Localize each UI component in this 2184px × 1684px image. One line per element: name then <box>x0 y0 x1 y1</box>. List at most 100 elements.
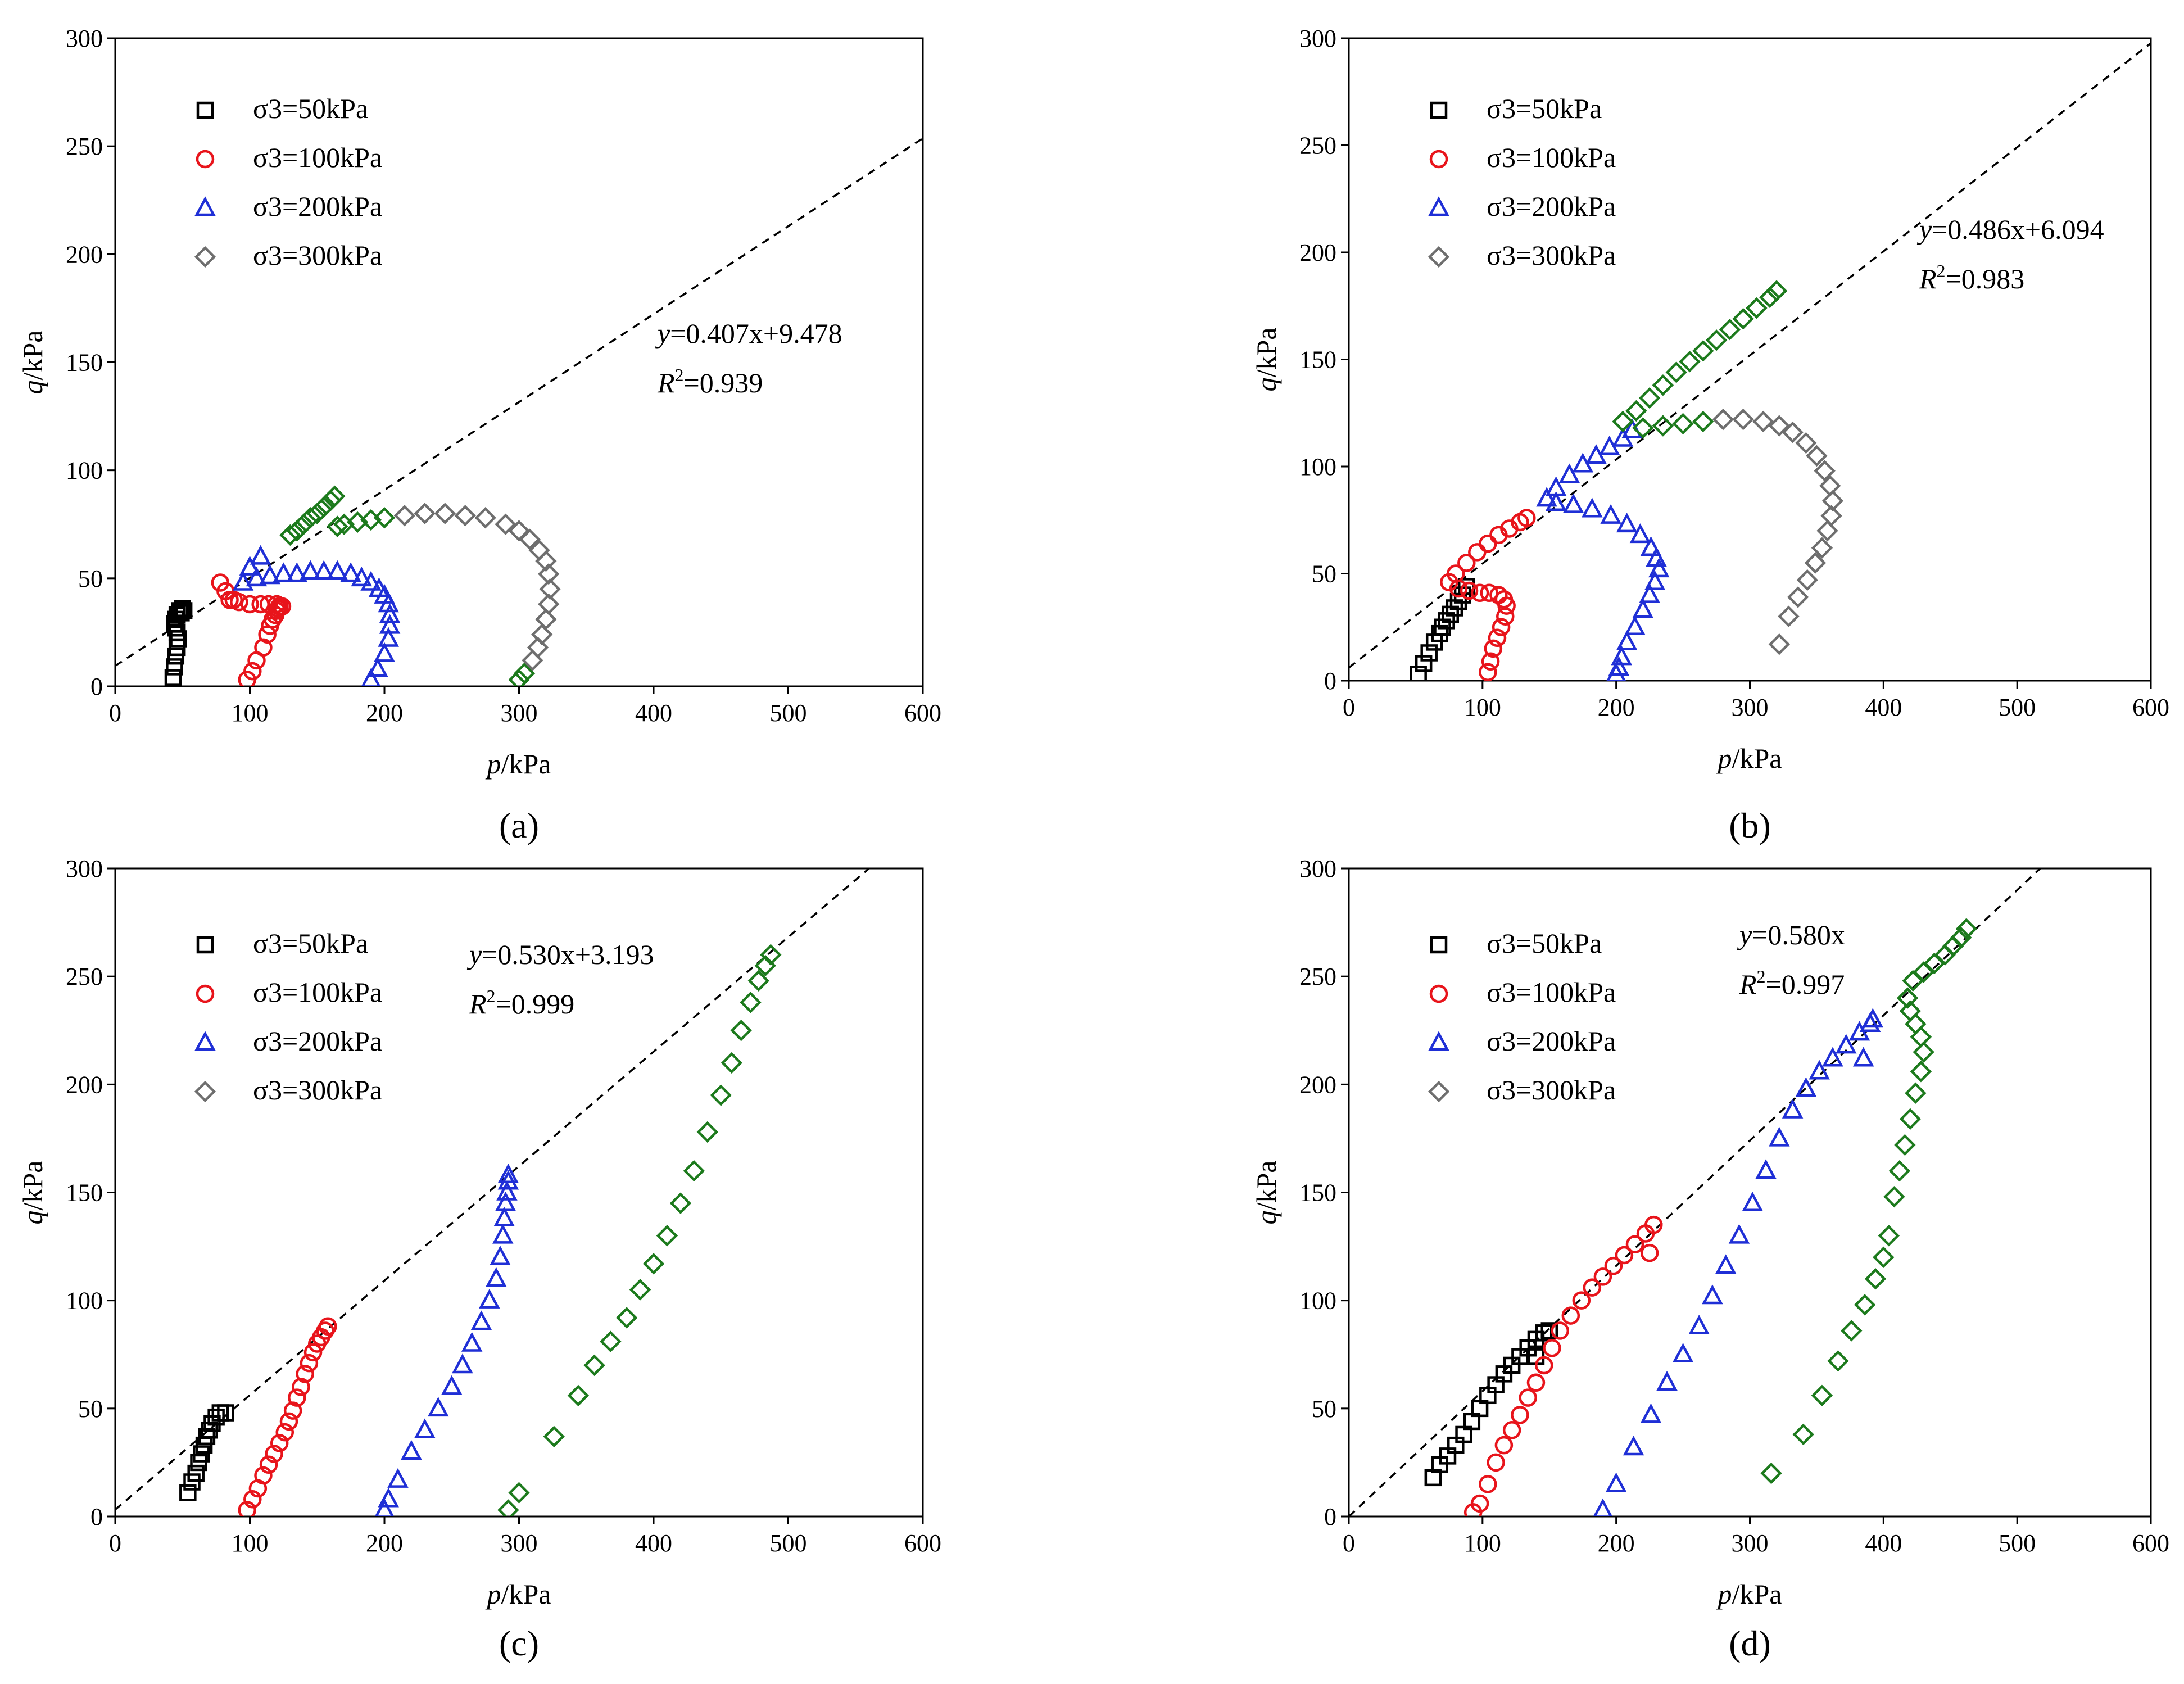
data-point <box>535 608 557 631</box>
series-2 <box>1536 418 1670 681</box>
data-point <box>275 1423 294 1442</box>
x-tick-label: 0 <box>109 1529 121 1557</box>
data-point <box>273 562 294 582</box>
data-point <box>292 1378 310 1396</box>
panel-b: 0 100 200 300 400 500 600 0 50 100 150 200 250 300 p/k… <box>1250 25 2169 845</box>
data-point <box>1494 1436 1514 1455</box>
data-point <box>1600 504 1621 524</box>
data-point <box>434 503 456 524</box>
data-point <box>393 505 416 527</box>
data-point <box>324 485 346 507</box>
legend-label: σ3=200kPa <box>1487 1025 1616 1057</box>
series-3 <box>1760 918 1977 1484</box>
data-point <box>1955 918 1977 940</box>
data-point <box>452 1353 473 1374</box>
legend-marker <box>1429 984 1448 1003</box>
data-point <box>519 528 541 550</box>
panel-caption: (b) <box>1729 805 1771 845</box>
series-2 <box>232 545 401 686</box>
x-tick-label: 100 <box>1464 694 1501 721</box>
data-point <box>283 1401 302 1420</box>
x-tick-label: 300 <box>501 699 538 727</box>
x-tick-label: 300 <box>1732 694 1769 721</box>
data-point <box>259 595 278 614</box>
data-point <box>1646 547 1667 567</box>
data-point <box>747 970 769 992</box>
legend-marker <box>1429 150 1448 169</box>
data-point <box>513 662 536 685</box>
data-point <box>378 627 399 647</box>
fit-equation: y=0.407x+9.478 <box>655 318 842 349</box>
y-tick-label: 0 <box>1324 667 1336 695</box>
data-point <box>173 604 190 622</box>
data-point <box>300 1353 319 1373</box>
data-point <box>1782 421 1804 443</box>
legend-marker <box>1428 196 1449 216</box>
data-point <box>379 614 401 634</box>
data-point <box>486 1267 507 1287</box>
data-point <box>1489 586 1508 604</box>
data-point <box>1702 1284 1723 1305</box>
data-point <box>1502 1421 1521 1439</box>
data-point <box>238 1501 256 1516</box>
data-point <box>497 1499 519 1516</box>
y-tick-label: 300 <box>1299 25 1336 52</box>
data-point <box>1883 1186 1905 1208</box>
data-point <box>1768 633 1791 655</box>
data-point <box>1561 1306 1580 1325</box>
legend-marker <box>1428 246 1450 268</box>
x-tick-label: 200 <box>1598 694 1635 721</box>
data-point <box>193 1445 210 1463</box>
data-point <box>1878 1225 1900 1247</box>
panel-caption: (c) <box>499 1623 539 1663</box>
data-point <box>414 1418 436 1438</box>
data-point <box>1778 605 1800 627</box>
legend-label: σ3=50kPa <box>1487 927 1602 959</box>
legend-marker <box>194 1080 216 1103</box>
data-point <box>1854 1294 1876 1316</box>
data-point <box>669 1192 692 1214</box>
legend-label: σ3=300kPa <box>253 239 382 271</box>
data-point <box>232 571 254 591</box>
data-point <box>387 1468 409 1488</box>
data-point <box>217 1404 234 1422</box>
data-point <box>1752 410 1774 433</box>
x-tick-label: 100 <box>1464 1529 1501 1557</box>
data-point <box>286 562 308 582</box>
data-point <box>246 567 268 587</box>
x-tick-label: 300 <box>1732 1529 1769 1557</box>
data-point <box>327 560 348 580</box>
y-tick-label: 150 <box>66 1179 103 1207</box>
legend-marker <box>196 984 215 1003</box>
data-point <box>508 1482 530 1504</box>
series-1 <box>1463 1215 1663 1516</box>
x-tick-label: 0 <box>109 699 121 727</box>
data-point <box>1640 536 1662 556</box>
fit-equation: y=0.530x+3.193 <box>466 939 654 970</box>
data-point <box>1899 1000 1922 1022</box>
data-point <box>1644 570 1666 590</box>
data-point <box>1692 410 1714 433</box>
data-point <box>495 513 516 535</box>
x-tick-label: 400 <box>635 1529 672 1557</box>
data-point <box>320 490 342 511</box>
data-point <box>1732 408 1754 431</box>
y-tick-label: 50 <box>1312 560 1336 588</box>
data-point <box>361 668 381 686</box>
data-point <box>1888 1160 1911 1182</box>
plot-frame <box>1348 867 2152 1518</box>
y-axis-label: q/kPa <box>17 331 48 395</box>
series-0 <box>1410 578 1475 681</box>
y-tick-label: 300 <box>66 855 103 882</box>
data-point <box>1410 666 1427 681</box>
data-point <box>1665 361 1687 383</box>
data-point <box>1629 523 1651 544</box>
data-point <box>1719 318 1741 341</box>
x-tick-label: 500 <box>770 699 807 727</box>
data-point <box>1511 1406 1529 1424</box>
x-tick-label: 500 <box>770 1529 807 1557</box>
data-point <box>522 649 543 672</box>
x-tick-label: 600 <box>904 1529 941 1557</box>
data-point <box>319 1317 337 1336</box>
